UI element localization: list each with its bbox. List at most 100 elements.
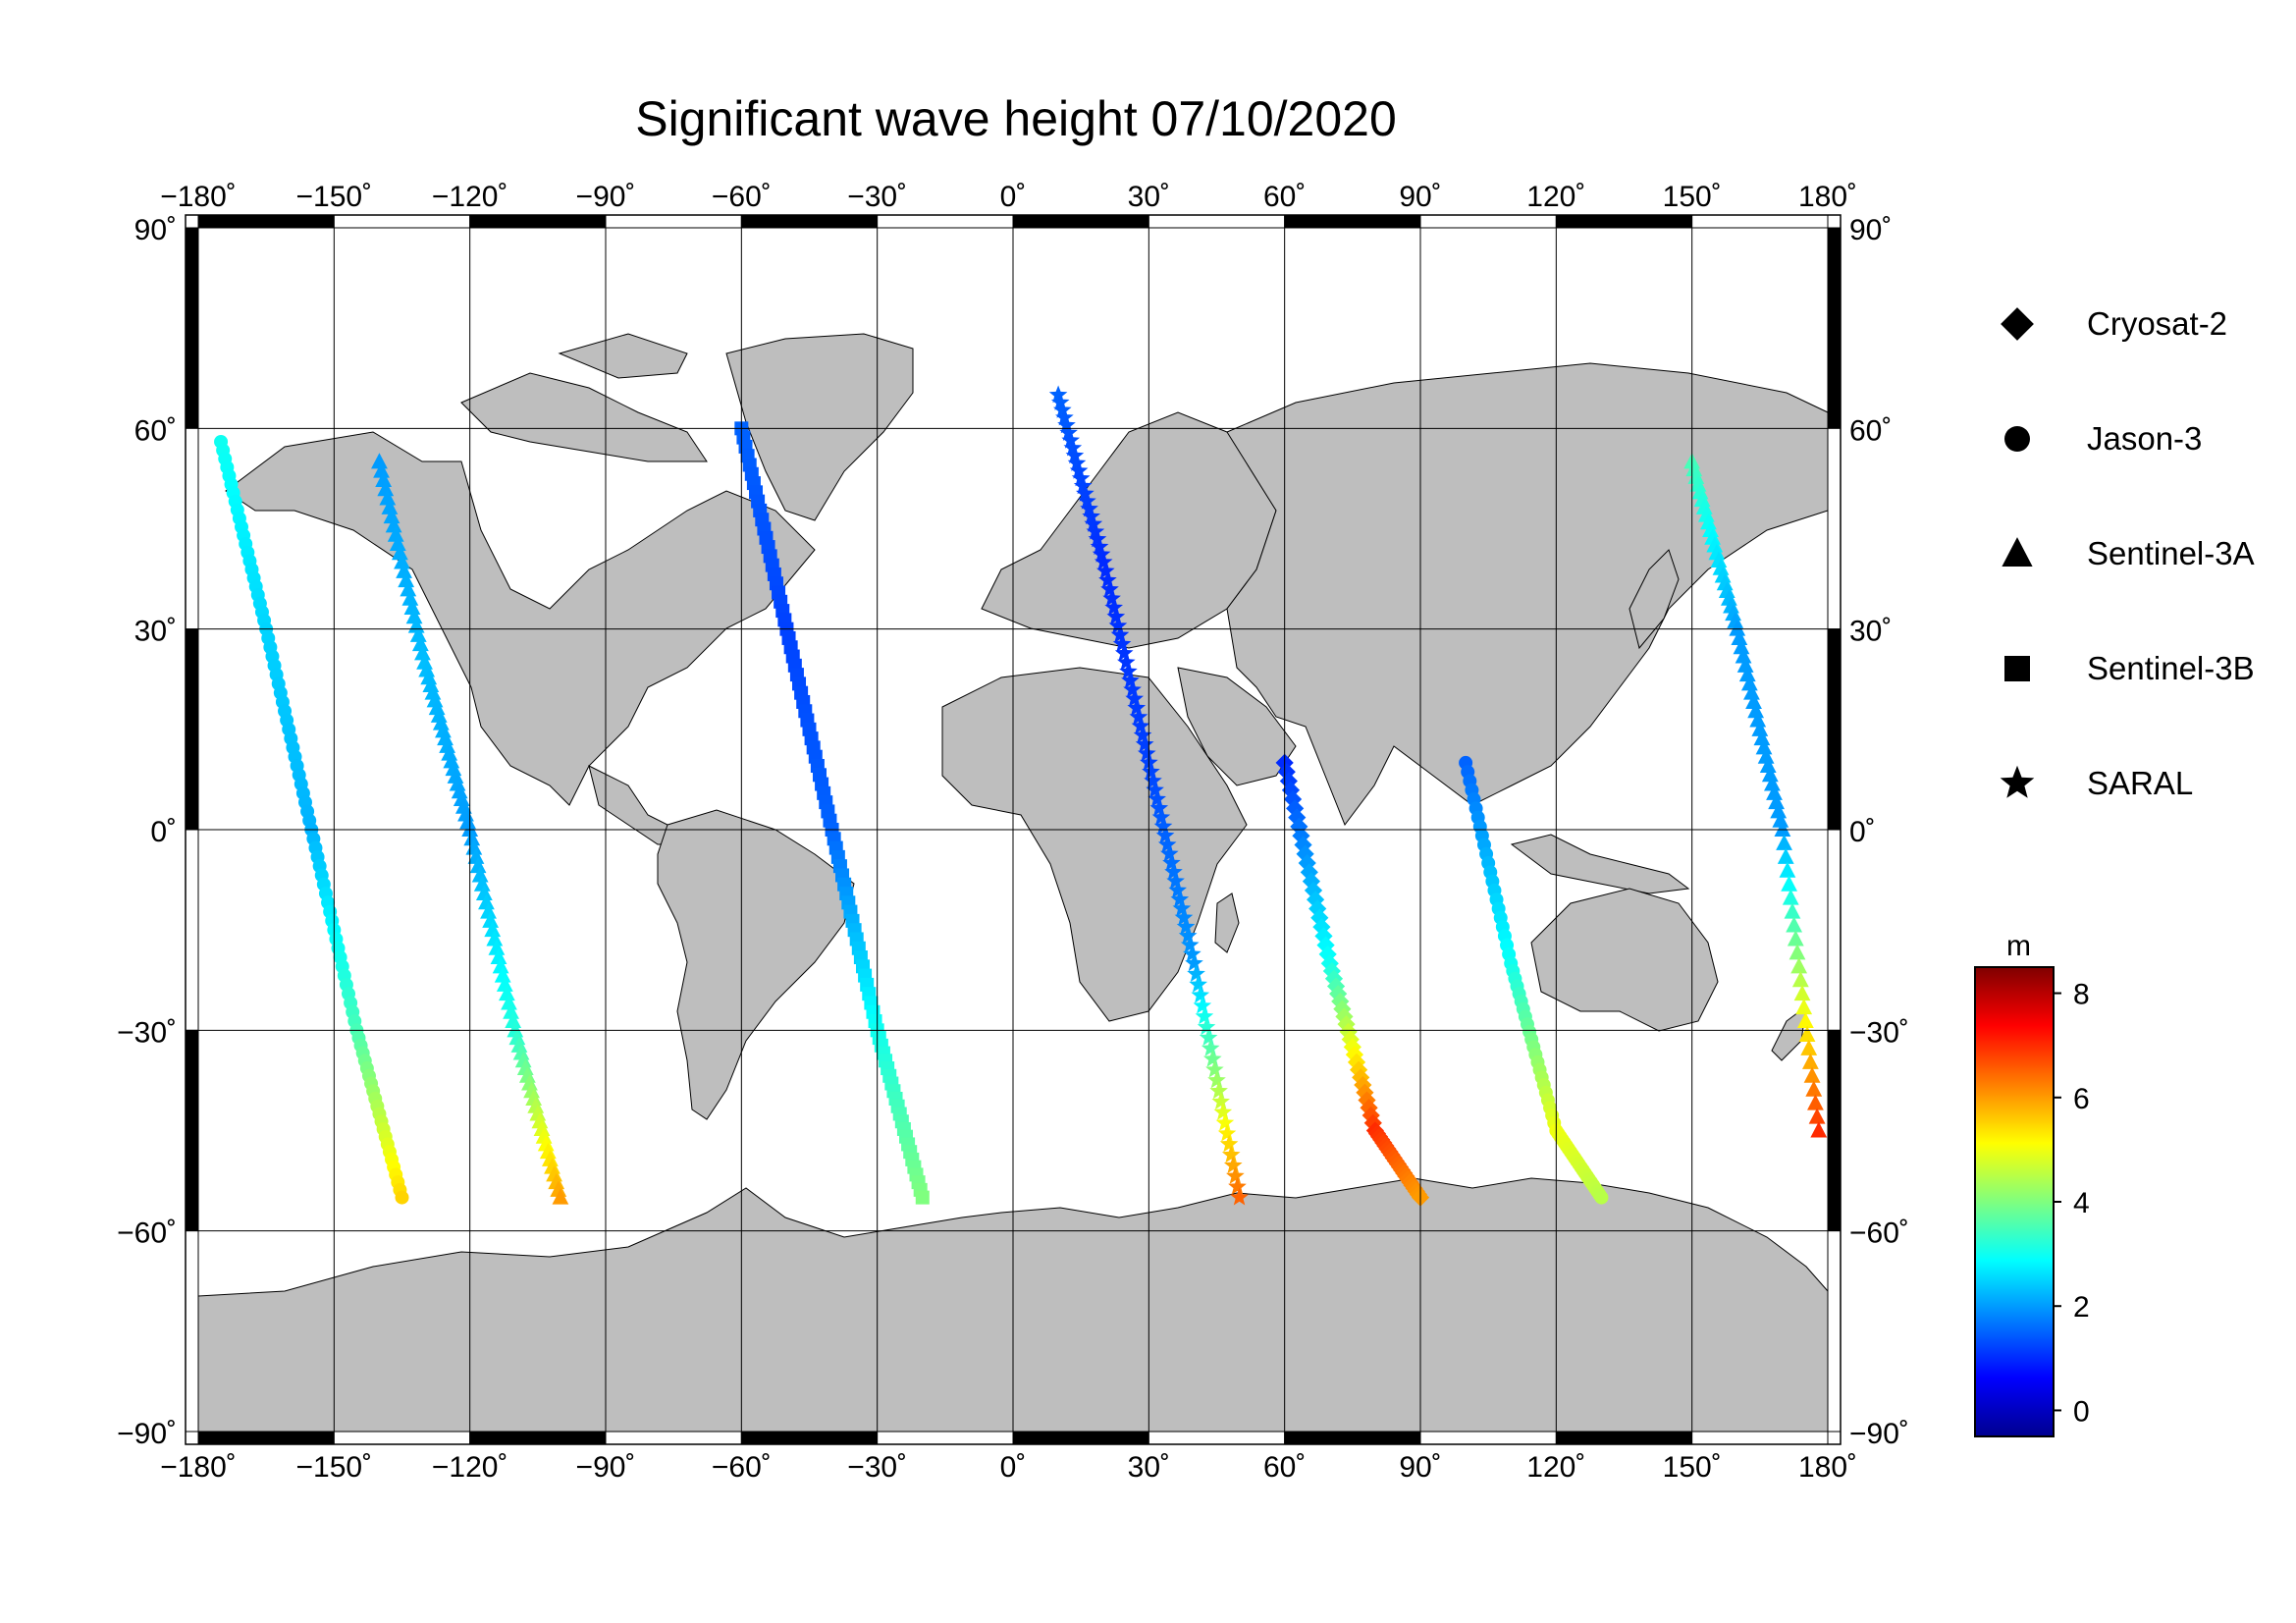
track-point bbox=[471, 866, 489, 883]
track-point bbox=[915, 1190, 930, 1205]
track-point bbox=[496, 975, 513, 992]
track-point bbox=[1787, 930, 1804, 947]
track-point bbox=[1155, 826, 1175, 844]
track-point bbox=[1100, 579, 1119, 598]
track-point bbox=[1057, 415, 1076, 434]
lat-tick-label-right: 90˚ bbox=[1849, 214, 1892, 246]
track-point bbox=[1127, 698, 1147, 717]
frame-segment bbox=[877, 1431, 1014, 1445]
track-point bbox=[473, 875, 491, 892]
frame-segment bbox=[1827, 1029, 1842, 1232]
track-point bbox=[1160, 844, 1179, 862]
frame-segment bbox=[605, 214, 742, 229]
track-point bbox=[1801, 1053, 1819, 1069]
lat-tick-label-left: 30˚ bbox=[134, 616, 177, 648]
colorbar: 0 2 4 6 8 bbox=[1974, 966, 2090, 1437]
lon-tick-label-top: −90˚ bbox=[576, 181, 636, 213]
frame-segment bbox=[185, 628, 199, 831]
legend-label: SARAL bbox=[2087, 765, 2194, 801]
track-point bbox=[1339, 1022, 1358, 1041]
frame-segment bbox=[1827, 829, 1842, 1031]
track-point bbox=[1733, 638, 1750, 655]
track-point bbox=[1096, 562, 1115, 579]
track-point bbox=[486, 930, 504, 947]
track-point bbox=[1055, 407, 1074, 426]
track-point bbox=[1753, 730, 1771, 746]
frame-segment bbox=[1419, 214, 1557, 229]
legend-item-jason: Jason-3 bbox=[1993, 414, 2202, 463]
legend-item-cryosat: Cryosat-2 bbox=[1993, 299, 2227, 349]
track-point bbox=[379, 489, 397, 506]
frame-segment bbox=[333, 214, 471, 229]
track-point bbox=[484, 921, 502, 938]
track-point bbox=[1205, 1059, 1224, 1078]
track-point bbox=[411, 635, 429, 652]
track-point bbox=[1784, 902, 1801, 919]
frame-segment bbox=[1284, 214, 1421, 229]
track-point bbox=[1092, 545, 1111, 563]
frame-segment bbox=[877, 214, 1014, 229]
frame-segment bbox=[185, 227, 199, 429]
lon-tick-label-bottom: 60˚ bbox=[1263, 1451, 1306, 1484]
track-point bbox=[1207, 1070, 1226, 1089]
track-point bbox=[1149, 798, 1169, 817]
track-point bbox=[1112, 634, 1132, 653]
track-point bbox=[1326, 977, 1346, 996]
track-point bbox=[475, 884, 493, 901]
lon-tick-label-bottom: 120˚ bbox=[1526, 1451, 1585, 1484]
legend-symbol bbox=[2004, 656, 2030, 681]
colorbar-tick-label: 2 bbox=[2073, 1291, 2090, 1324]
track-point bbox=[1738, 666, 1756, 682]
track-point bbox=[1360, 1099, 1378, 1117]
track-point bbox=[1729, 620, 1746, 636]
legend-label: Sentinel-3B bbox=[2087, 650, 2255, 686]
frame-segment bbox=[1012, 214, 1149, 229]
track-point bbox=[498, 985, 515, 1001]
track-point bbox=[1807, 1094, 1824, 1110]
frame-segment bbox=[1827, 227, 1842, 429]
track-point bbox=[478, 893, 495, 910]
track-point bbox=[401, 589, 419, 606]
frame-segment bbox=[1284, 1431, 1421, 1445]
track-point bbox=[1088, 529, 1107, 548]
track-point bbox=[1209, 1081, 1228, 1100]
track-point bbox=[1197, 1017, 1216, 1036]
track-point bbox=[1318, 945, 1337, 964]
track-point bbox=[1761, 766, 1779, 783]
track-point bbox=[1050, 393, 1070, 410]
colorbar-tick-label: 0 bbox=[2073, 1395, 2090, 1428]
axis-ticks: −180˚ −180˚ −150˚ −150˚ −120˚ −120˚ −90˚ −90˚ −6… bbox=[117, 181, 1909, 1484]
land-japan bbox=[1629, 549, 1680, 650]
track-point bbox=[395, 1190, 409, 1205]
colorbar-tick-label: 4 bbox=[2073, 1187, 2090, 1219]
star-icon bbox=[1993, 759, 2042, 808]
frame-segment bbox=[605, 1431, 742, 1445]
track-point bbox=[1749, 711, 1767, 728]
track-point bbox=[1766, 784, 1783, 800]
colorbar-tick-label: 8 bbox=[2073, 979, 2090, 1011]
track-point bbox=[1146, 781, 1164, 798]
track-point bbox=[1228, 1177, 1247, 1195]
track-point bbox=[1080, 499, 1098, 517]
frame-segment bbox=[1148, 1431, 1286, 1445]
track-point bbox=[1203, 1049, 1222, 1067]
legend-symbol bbox=[2004, 426, 2030, 452]
track-point bbox=[1768, 793, 1786, 810]
frame-segment bbox=[197, 214, 335, 229]
track-point bbox=[375, 470, 393, 487]
track-point bbox=[1135, 734, 1154, 753]
track-point bbox=[1779, 861, 1796, 878]
track-point bbox=[1230, 1187, 1249, 1206]
lon-tick-label-top: 90˚ bbox=[1399, 181, 1441, 213]
lon-tick-label-bottom: 150˚ bbox=[1663, 1451, 1722, 1484]
track-point bbox=[494, 966, 511, 983]
colorbar-tick-label: 6 bbox=[2073, 1083, 2090, 1115]
lat-tick-label-left: −60˚ bbox=[117, 1217, 177, 1250]
track-point bbox=[1329, 985, 1348, 1003]
track-point bbox=[1168, 881, 1187, 898]
track-point bbox=[1061, 430, 1080, 449]
land-arctic-islands-2 bbox=[558, 333, 688, 379]
track-point bbox=[1786, 916, 1803, 933]
lon-tick-label-top: 150˚ bbox=[1663, 181, 1722, 213]
